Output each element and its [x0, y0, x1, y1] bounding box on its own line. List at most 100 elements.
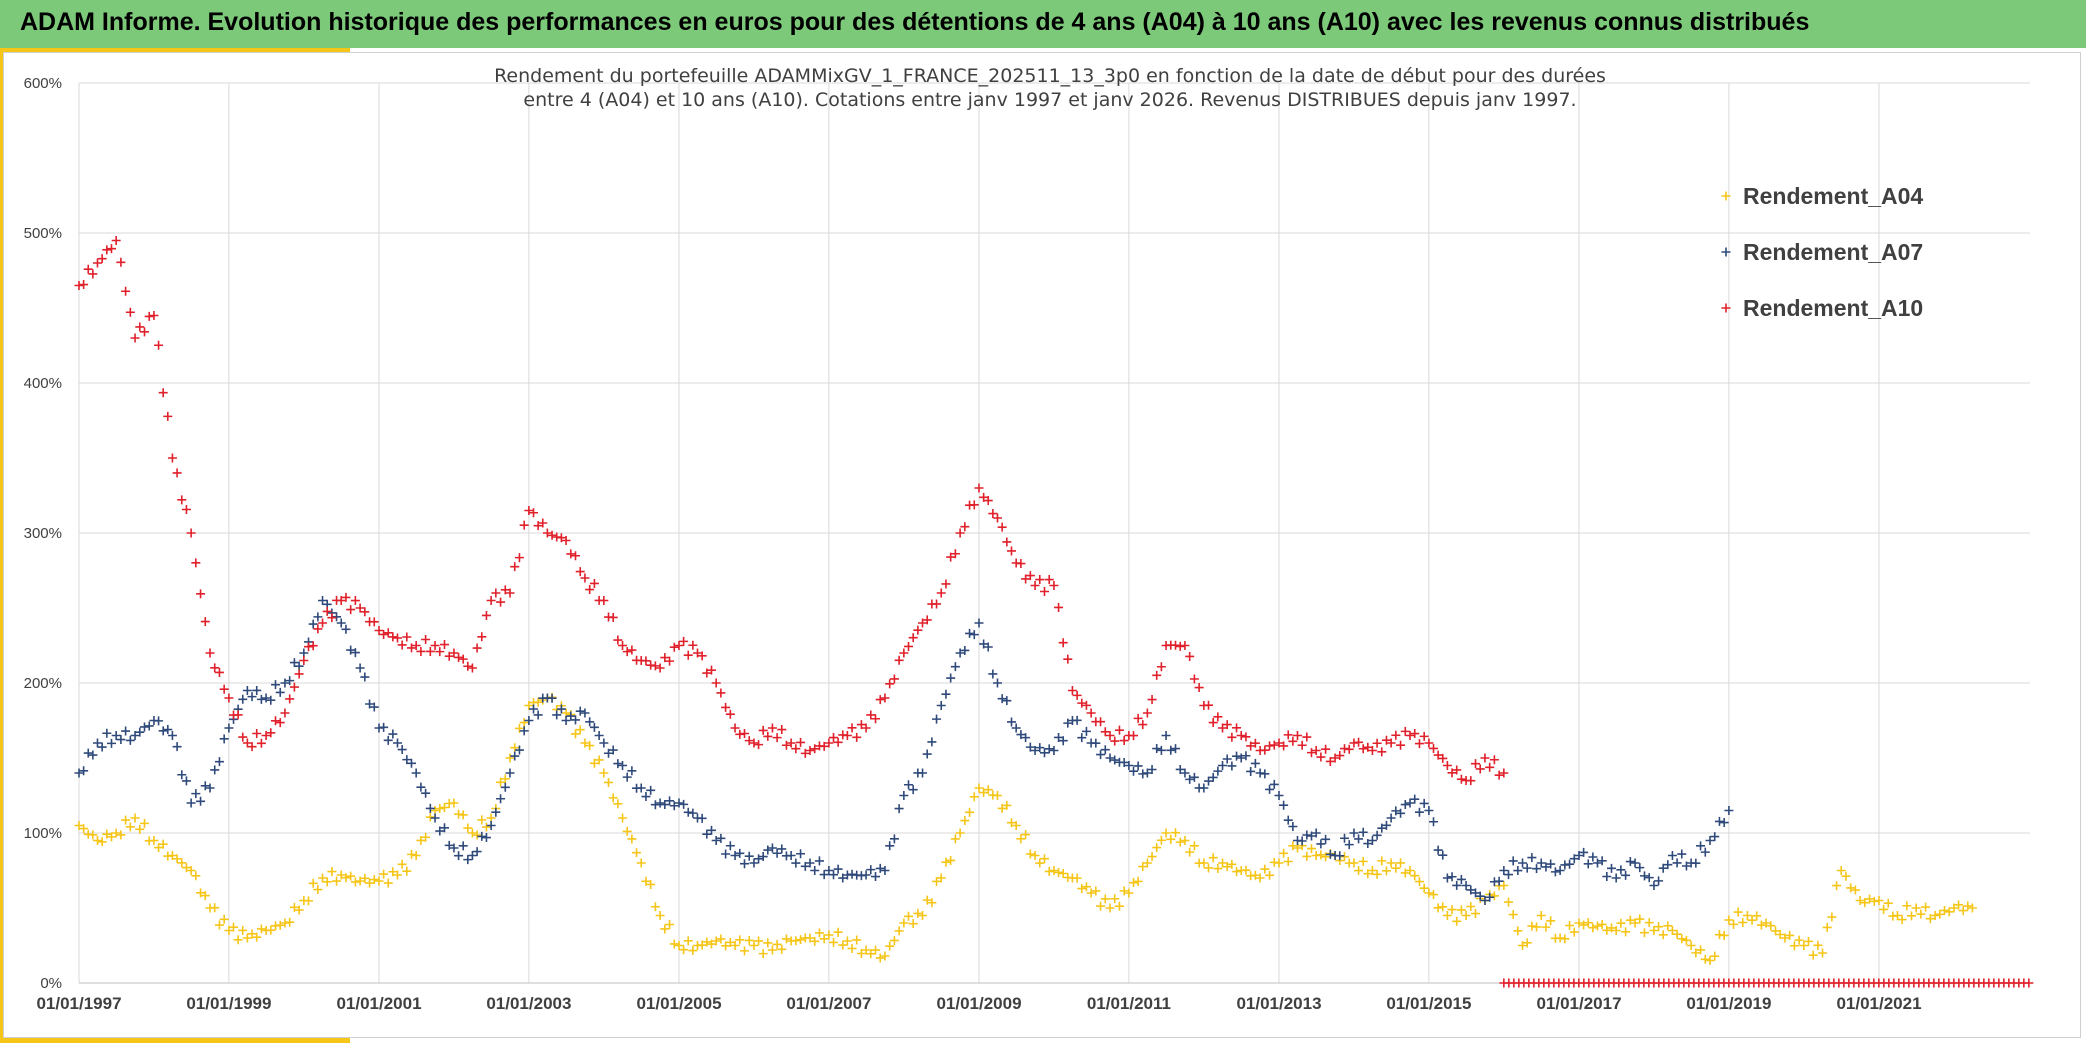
data-point-interp — [1129, 766, 1139, 776]
data-point — [1049, 746, 1059, 755]
x-tick-label: 01/01/2015 — [1386, 994, 1471, 1013]
data-point-interp — [716, 833, 726, 843]
data-point-interp — [1644, 873, 1654, 883]
data-point — [1461, 881, 1471, 890]
data-point-interp — [922, 895, 932, 905]
data-point-interp — [313, 612, 323, 622]
data-point — [1105, 903, 1115, 913]
data-point-interp — [566, 711, 576, 721]
data-point-interp — [266, 925, 276, 935]
data-point-interp — [140, 722, 150, 732]
data-point-interp — [106, 244, 116, 254]
data-point-interp — [491, 807, 501, 817]
data-point-interp — [1185, 774, 1195, 784]
data-point-interp — [332, 612, 342, 622]
data-point-interp — [172, 468, 182, 478]
data-point — [786, 738, 796, 748]
data-point-interp — [219, 914, 229, 924]
data-point — [1761, 918, 1771, 928]
data-point-interp — [219, 684, 229, 694]
data-point-interp — [1021, 574, 1031, 584]
data-point-interp — [1016, 834, 1026, 844]
data-point-interp — [1550, 867, 1560, 877]
data-point-interp — [1025, 571, 1035, 581]
data-point-interp — [500, 774, 510, 784]
data-point-interp — [740, 859, 750, 869]
data-point-interp — [1241, 732, 1251, 742]
data-point-interp — [1138, 862, 1148, 872]
data-point — [1161, 731, 1171, 740]
data-point-interp — [1433, 750, 1443, 760]
data-point — [449, 798, 459, 808]
data-point — [992, 513, 1002, 523]
data-point-interp — [1756, 920, 1766, 930]
data-point-interp — [154, 716, 164, 726]
data-point-interp — [650, 902, 660, 912]
data-point-interp — [702, 668, 712, 678]
data-point-interp — [1456, 874, 1466, 884]
data-point-interp — [706, 825, 716, 835]
data-point-interp — [1081, 882, 1091, 892]
data-point-interp — [885, 941, 895, 951]
data-point-interp — [650, 800, 660, 810]
data-point-interp — [1789, 941, 1799, 951]
data-point — [1180, 641, 1190, 650]
data-point-interp — [256, 924, 266, 934]
data-point-interp — [1358, 856, 1368, 866]
data-point-interp — [1335, 851, 1345, 861]
data-point-interp — [1958, 906, 1968, 916]
data-point-interp — [308, 641, 318, 651]
data-point-interp — [894, 655, 904, 665]
data-point — [1630, 858, 1640, 868]
data-point — [1180, 768, 1190, 778]
data-point-interp — [1489, 755, 1499, 765]
data-point-interp — [904, 911, 914, 921]
data-point-interp — [735, 729, 745, 739]
y-tick-label: 400% — [24, 375, 62, 392]
data-point-interp — [1508, 910, 1518, 920]
data-point-interp — [538, 518, 548, 528]
data-point — [805, 746, 815, 755]
data-point — [842, 731, 852, 740]
data-point-interp — [1700, 847, 1710, 857]
data-point-interp — [875, 695, 885, 705]
data-point-interp — [665, 656, 675, 666]
data-point-interp — [102, 245, 112, 255]
data-point — [767, 843, 777, 853]
data-point-interp — [440, 640, 450, 650]
data-point-interp — [1358, 744, 1368, 754]
data-point-interp — [181, 776, 191, 786]
data-point-interp — [1466, 885, 1476, 895]
data-point-interp — [444, 840, 454, 850]
data-point-interp — [1475, 764, 1485, 774]
data-point-interp — [679, 945, 689, 955]
data-point — [936, 588, 946, 598]
data-point — [1161, 828, 1171, 838]
data-point-interp — [1100, 745, 1110, 755]
data-point — [505, 768, 515, 778]
data-point-interp — [1438, 753, 1448, 763]
data-point-interp — [1077, 698, 1087, 708]
data-point-interp — [1302, 851, 1312, 861]
data-point-interp — [585, 741, 595, 751]
data-point-interp — [383, 735, 393, 745]
data-point — [1274, 858, 1284, 868]
data-point-interp — [1129, 731, 1139, 741]
data-point-interp — [510, 562, 520, 572]
data-point-interp — [1414, 807, 1424, 817]
data-point-interp — [669, 642, 679, 652]
data-point-interp — [1096, 901, 1106, 911]
data-point — [1124, 888, 1134, 898]
data-point-interp — [1279, 848, 1289, 858]
data-point-interp — [1588, 923, 1598, 933]
data-point-interp — [1935, 909, 1945, 919]
data-point-interp — [177, 770, 187, 780]
data-point — [1930, 911, 1940, 920]
data-point — [1218, 723, 1228, 733]
data-point-interp — [341, 624, 351, 634]
data-point-interp — [481, 822, 491, 832]
data-point-interp — [763, 731, 773, 741]
data-point-interp — [458, 654, 468, 664]
data-point-interp — [1302, 732, 1312, 742]
data-point-interp — [1171, 744, 1181, 754]
